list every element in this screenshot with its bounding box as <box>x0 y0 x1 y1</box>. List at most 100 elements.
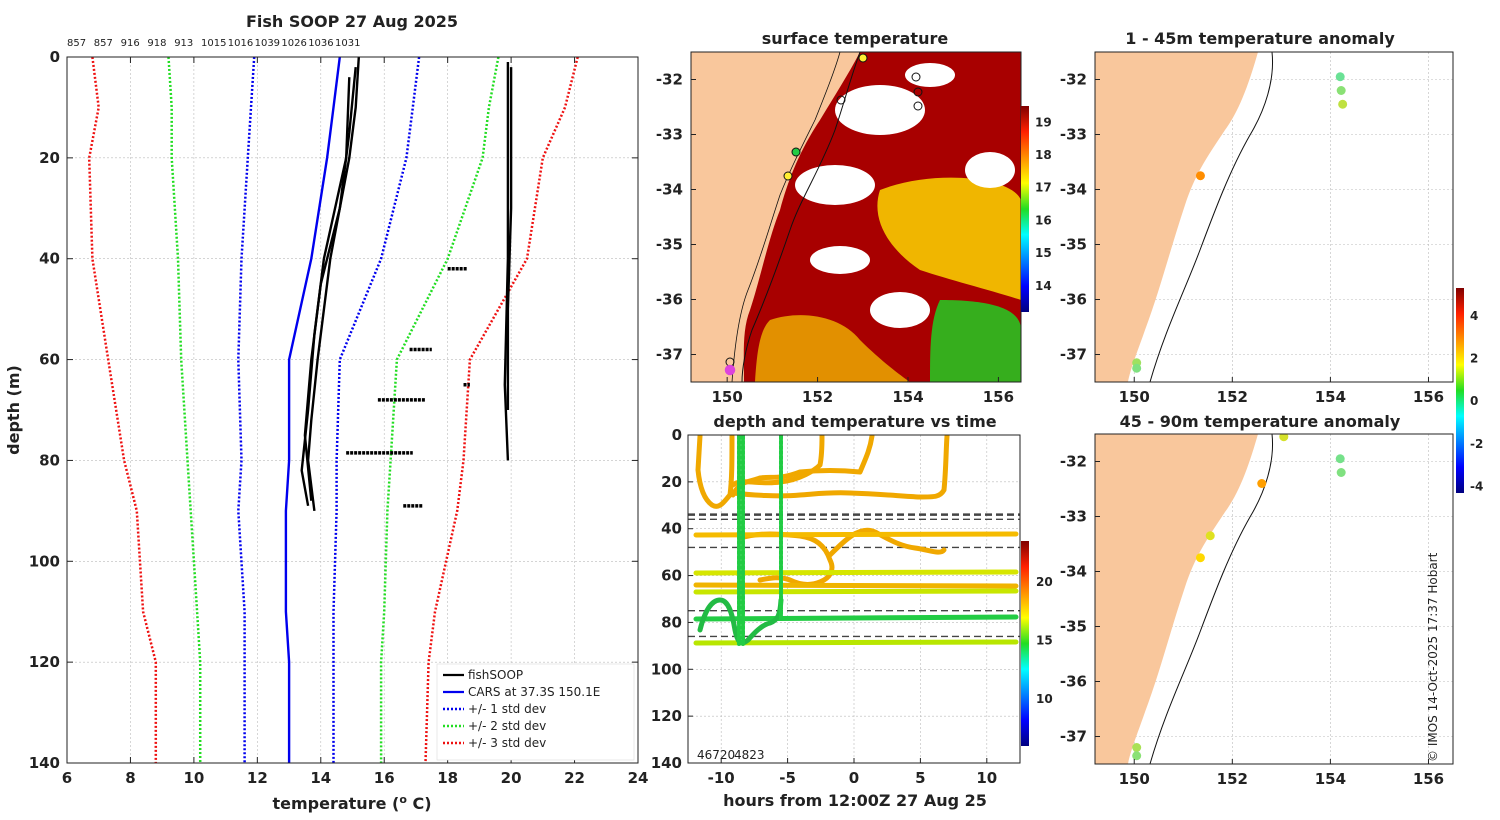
sst-ytick-label: -33 <box>656 126 683 144</box>
ts-cb-label: 10 <box>1036 692 1053 706</box>
ts-track-10 <box>693 588 1019 595</box>
profile-legend: fishSOOP CARS at 37.3S 150.1E +/- 1 std … <box>436 663 635 761</box>
anom2-xtick-label: 154 <box>1315 770 1346 788</box>
legend-cars: CARS at 37.3S 150.1E <box>468 685 600 699</box>
legend-std3: +/- 3 std dev <box>468 736 546 750</box>
ts-ytick-label: 120 <box>651 707 682 725</box>
cast-label: 857 <box>67 38 86 49</box>
sst-cast-marker <box>791 147 801 157</box>
sst-xtick-label: 150 <box>712 388 743 406</box>
sst-cb-label: 17 <box>1035 181 1052 195</box>
legend-std2: +/- 2 std dev <box>468 719 546 733</box>
ts-xlabel: hours from 12:00Z 27 Aug 25 <box>723 791 987 810</box>
sst-ytick-label: -35 <box>656 236 683 254</box>
profile-xtick-label: 24 <box>628 769 649 787</box>
cast-label: 918 <box>147 38 166 49</box>
anom2-point <box>1336 468 1346 477</box>
ts-ytick-label: 20 <box>661 473 682 491</box>
ts-track-4 <box>730 435 950 500</box>
ts-corner-label: 4823 <box>734 748 765 762</box>
ts-colorbar <box>1021 541 1029 746</box>
anom2-point <box>1335 454 1345 464</box>
sst-cast-marker <box>911 72 921 82</box>
anom2-ytick-label: -35 <box>1060 618 1087 636</box>
anom1-contour <box>1149 52 1274 382</box>
anom2-xtick-label: 152 <box>1217 770 1248 788</box>
legend-std1: +/- 1 std dev <box>468 702 546 716</box>
anom2-point <box>1132 751 1142 761</box>
anom1-ytick-label: -34 <box>1060 181 1087 199</box>
fish-profile-line <box>506 67 513 410</box>
sst-green-patch <box>930 300 1021 382</box>
anom2-point <box>1132 743 1142 752</box>
profile-axes <box>66 56 639 764</box>
anom-cb-label: 0 <box>1470 394 1478 408</box>
anom-colorbar <box>1456 288 1464 493</box>
ts-xtick-label: 10 <box>976 769 997 787</box>
std2-upper-line <box>379 57 500 763</box>
anom2-ytick-label: -34 <box>1060 563 1087 581</box>
anom1-ytick-label: -37 <box>1060 346 1087 364</box>
sst-coastline <box>731 52 841 382</box>
sst-xtick-label: 154 <box>892 388 923 406</box>
profile-lines <box>87 57 579 763</box>
anom1-panel: 1 - 45m temperature anomaly 150 152 154 156… <box>1060 29 1454 406</box>
anom2-point <box>1195 553 1205 563</box>
anom1-xtick-label: 154 <box>1315 388 1346 406</box>
sst-panel: surface temperature 150 152 154 156 -32 -33 -3… <box>656 29 1052 406</box>
profile-panel: Fish SOOP 27 Aug 2025 857 857 916 918 913 101… <box>4 12 648 813</box>
ts-tracks <box>693 435 1019 647</box>
profile-grid <box>66 56 639 764</box>
ts-xtick-label: -10 <box>708 769 735 787</box>
sst-title: surface temperature <box>762 29 949 48</box>
anom1-point <box>1195 171 1205 181</box>
anom2-panel: 45 - 90m temperature anomaly 150 152 154 15… <box>1060 288 1483 788</box>
profile-ylabel: depth (m) <box>4 365 23 455</box>
ts-track-2 <box>730 435 875 498</box>
ts-ytick-label: 140 <box>651 754 682 772</box>
ts-overlap-label: 46720 <box>697 748 735 762</box>
sst-cb-label: 14 <box>1035 279 1052 293</box>
anom2-ytick-label: -33 <box>1060 508 1087 526</box>
legend-fish: fishSOOP <box>468 668 523 682</box>
cast-label: 913 <box>174 38 193 49</box>
std2-lower-line <box>167 57 202 763</box>
profile-xtick-label: 8 <box>125 769 135 787</box>
anom2-ytick-label: -37 <box>1060 728 1087 746</box>
cars-line <box>284 57 341 763</box>
ts-xtick-label: 0 <box>849 769 859 787</box>
anom2-point <box>1257 479 1267 488</box>
ts-ytick-label: 100 <box>651 660 682 678</box>
sst-ytick-label: -36 <box>656 291 683 309</box>
ts-track-5 <box>737 531 835 587</box>
cast-label: 857 <box>94 38 113 49</box>
fish-profile-line <box>503 62 510 461</box>
ts-track-3 <box>730 435 825 488</box>
std1-upper-line <box>332 57 421 763</box>
cast-label: 916 <box>121 38 140 49</box>
sst-cb-label: 16 <box>1035 213 1052 227</box>
anom1-ytick-label: -32 <box>1060 71 1087 89</box>
ts-xtick-label: -5 <box>779 769 796 787</box>
sst-ytick-label: -37 <box>656 346 683 364</box>
profile-xtick-label: 16 <box>374 769 395 787</box>
ts-xtick-label: 5 <box>915 769 925 787</box>
ts-ytick-label: 80 <box>661 613 682 631</box>
anom1-title: 1 - 45m temperature anomaly <box>1125 29 1395 48</box>
anom-cb-label: 2 <box>1470 351 1478 365</box>
sst-xtick-label: 152 <box>802 388 833 406</box>
anom2-title: 45 - 90m temperature anomaly <box>1120 412 1401 431</box>
anom1-point <box>1338 99 1348 109</box>
anom1-point <box>1132 363 1142 373</box>
profile-ytick-label: 20 <box>39 149 60 167</box>
cast-label: 1039 <box>255 38 280 49</box>
std1-lower-line <box>237 57 256 763</box>
ts-track-7 <box>693 531 1019 538</box>
sst-cb-label: 15 <box>1035 246 1052 260</box>
anom1-land <box>1095 52 1258 382</box>
cast-label: 1031 <box>335 38 360 49</box>
profile-ytick-label: 0 <box>50 48 60 66</box>
anom2-point <box>1279 434 1289 442</box>
timeseries-panel: depth and temperature vs time <box>651 412 1053 810</box>
